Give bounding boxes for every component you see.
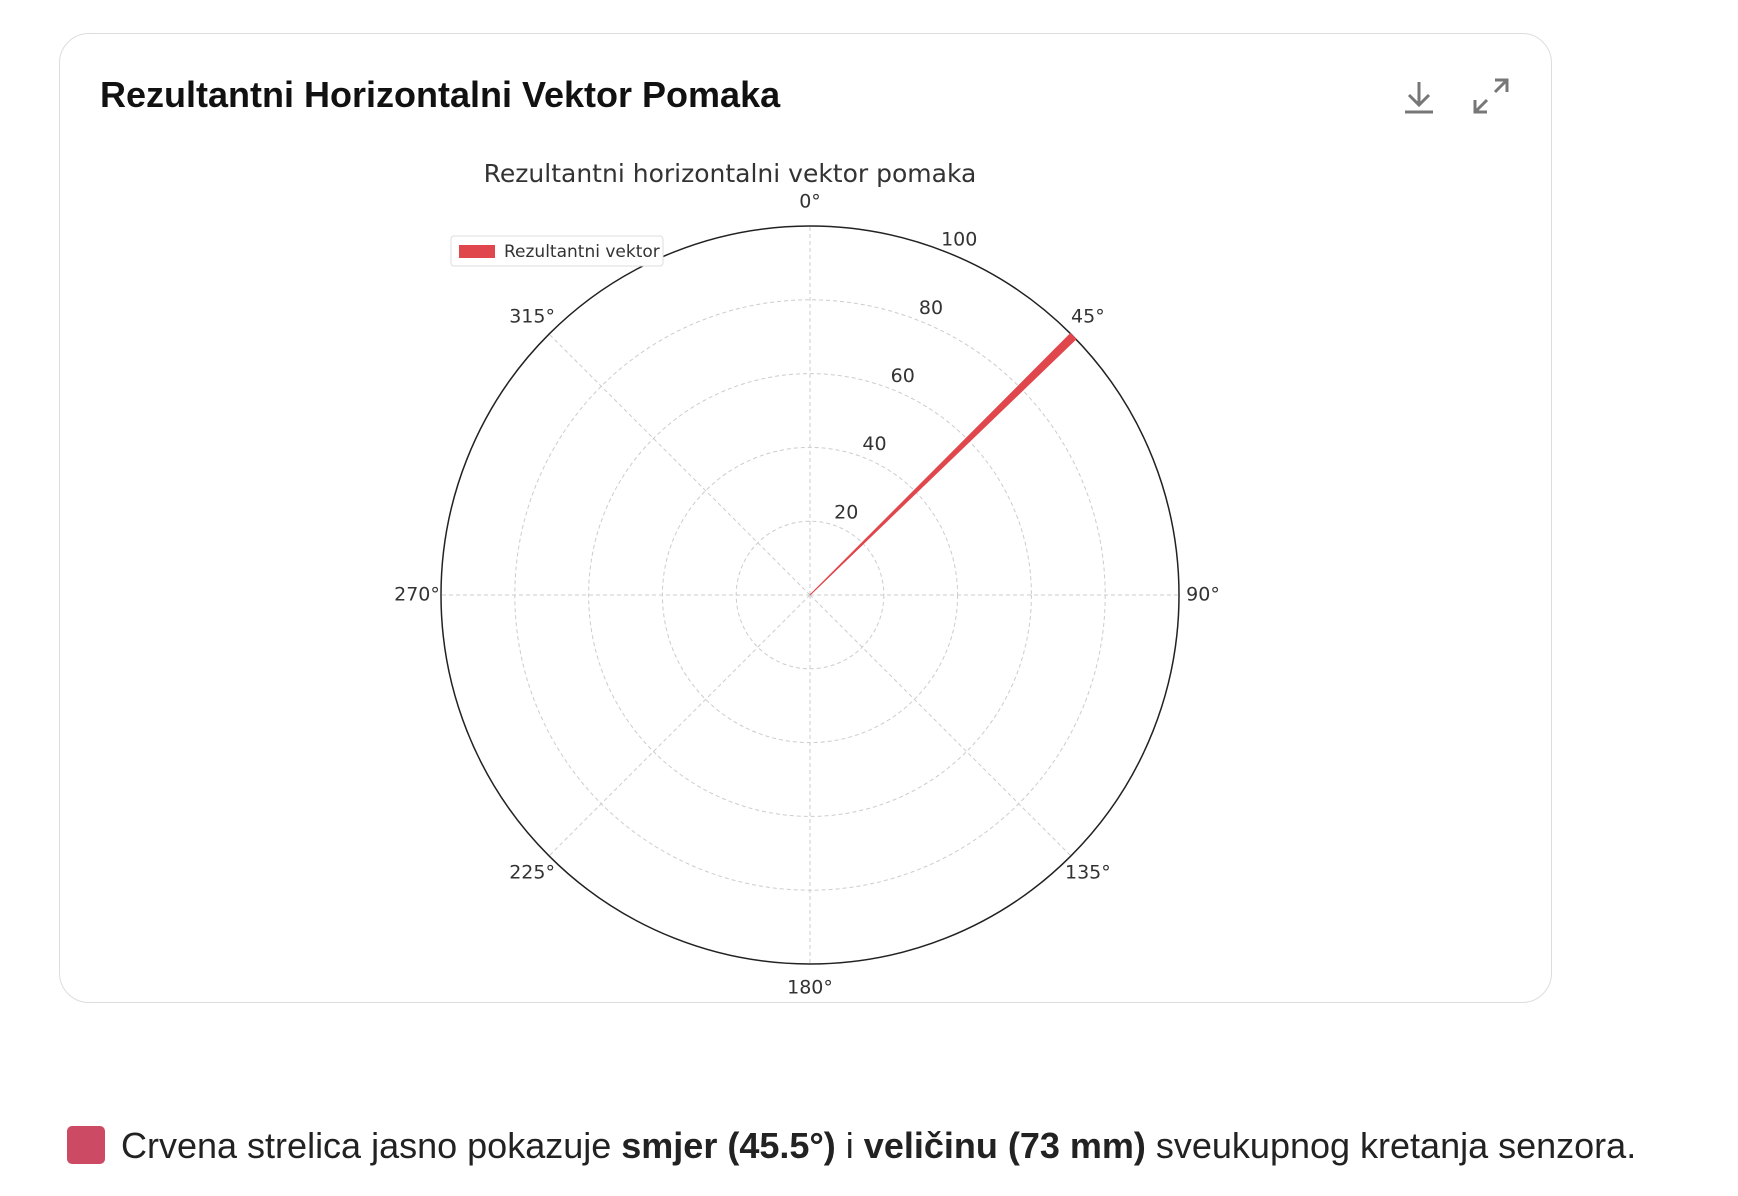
grid-circle bbox=[661, 446, 959, 744]
text: sveukupnog kretanja senzora. bbox=[1145, 1125, 1637, 1166]
r-tick-label: 80 bbox=[919, 297, 943, 319]
footer-text: Crvena strelica jasno pokazuje smjer (45… bbox=[67, 1125, 1636, 1167]
red-square-icon bbox=[67, 1126, 105, 1164]
vector-wedge bbox=[809, 332, 1077, 596]
r-tick-label: 20 bbox=[834, 501, 858, 523]
legend-swatch bbox=[459, 245, 495, 258]
expand-button[interactable] bbox=[1467, 72, 1515, 120]
grid-circle bbox=[514, 299, 1106, 891]
legend-label: Rezultantni vektor bbox=[504, 242, 660, 262]
grid-circle bbox=[588, 373, 1032, 817]
theta-tick-label: 90° bbox=[1186, 584, 1220, 606]
theta-tick-label: 135° bbox=[1065, 861, 1111, 883]
download-button[interactable] bbox=[1395, 72, 1443, 120]
bold-text: veličinu (73 mm) bbox=[863, 1125, 1146, 1166]
r-tick-label: 40 bbox=[862, 433, 886, 455]
bold-text: smjer (45.5°) bbox=[621, 1125, 836, 1166]
grid-line bbox=[809, 594, 1072, 857]
text: i bbox=[835, 1125, 864, 1166]
chart-card: Rezultantni Horizontalni Vektor Pomaka R… bbox=[59, 33, 1552, 1003]
theta-tick-label: 180° bbox=[787, 977, 833, 999]
chart-title: Rezultantni horizontalni vektor pomaka bbox=[484, 159, 977, 188]
text: Crvena strelica jasno pokazuje bbox=[121, 1125, 622, 1166]
grid-circle bbox=[735, 520, 885, 670]
r-tick-label: 100 bbox=[941, 229, 977, 251]
chart: Rezultantni horizontalni vektor pomaka 20… bbox=[394, 159, 1220, 999]
theta-tick-label: 225° bbox=[509, 861, 555, 883]
theta-tick-label: 0° bbox=[799, 191, 821, 213]
theta-tick-label: 270° bbox=[394, 584, 440, 606]
legend-box bbox=[450, 235, 664, 267]
grid-line bbox=[548, 333, 811, 596]
theta-tick-label: 45° bbox=[1071, 306, 1105, 328]
card-title: Rezultantni Horizontalni Vektor Pomaka bbox=[100, 74, 781, 115]
polar-spine bbox=[440, 225, 1180, 965]
grid-line bbox=[548, 594, 811, 857]
r-tick-label: 60 bbox=[891, 365, 915, 387]
theta-tick-label: 315° bbox=[509, 306, 555, 328]
